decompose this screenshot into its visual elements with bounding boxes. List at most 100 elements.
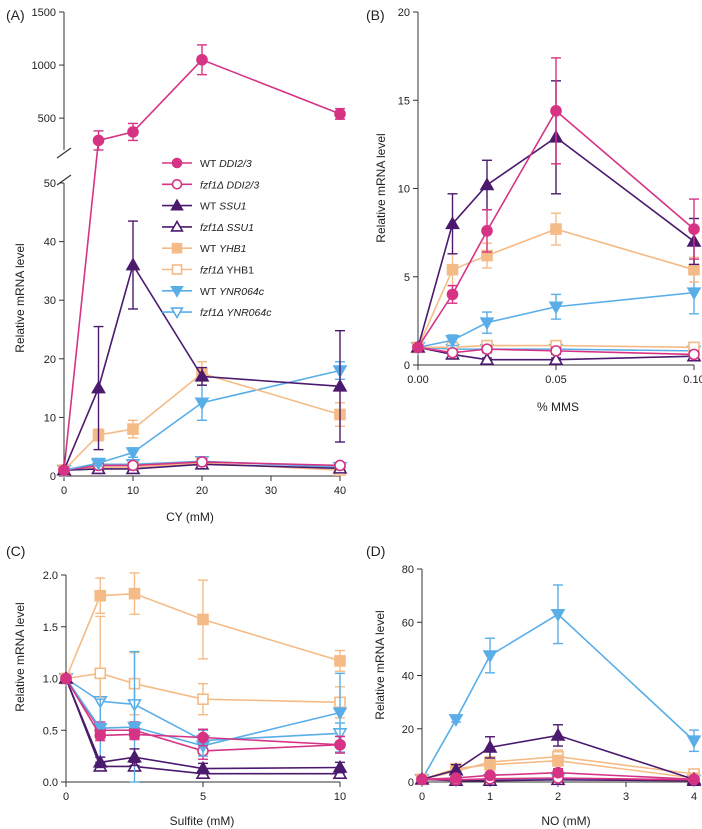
legend-item-wt_ssu: WT SSU1 <box>162 198 247 213</box>
data-point <box>550 608 566 622</box>
legend-strain: fzf1Δ <box>200 265 227 277</box>
data-point <box>91 380 106 394</box>
data-point <box>127 749 142 763</box>
series-wt_ddi <box>60 672 346 754</box>
data-point <box>416 773 428 786</box>
legend-gene: DDI2/3 <box>219 158 252 170</box>
legend-label: WT YNR064c <box>200 286 265 298</box>
y-tick-label: 20 <box>44 354 56 366</box>
data-point <box>60 672 72 685</box>
legend-strain: fzf1Δ <box>200 179 227 191</box>
y-tick-label: 0.0 <box>43 777 58 789</box>
data-point <box>550 223 562 235</box>
legend-label: fzf1Δ DDI2/3 <box>200 179 259 191</box>
legend-marker <box>171 157 183 169</box>
y-tick-label: 2.0 <box>43 570 58 582</box>
legend-marker <box>171 179 183 190</box>
series-wt_ynr <box>410 270 702 355</box>
data-point <box>479 352 495 366</box>
data-point <box>127 721 142 735</box>
axis-break-mark <box>56 147 72 159</box>
data-point <box>196 53 208 66</box>
series-wt_ddi <box>412 57 700 354</box>
data-point <box>552 754 564 767</box>
series-wt_yhb <box>412 212 700 354</box>
y-tick-label: 0 <box>408 777 414 789</box>
data-point <box>450 772 462 784</box>
data-point <box>548 352 564 366</box>
data-point <box>688 263 700 276</box>
data-point <box>482 650 498 664</box>
legend-gene: SSU1 <box>219 201 246 213</box>
data-point <box>94 667 107 680</box>
data-point <box>58 464 70 476</box>
data-point <box>446 263 459 276</box>
data-point <box>197 693 209 706</box>
x-tick-label: 0 <box>61 485 67 497</box>
data-point <box>94 729 107 742</box>
series-ko_ddi <box>412 341 700 361</box>
legend-marker <box>170 307 184 320</box>
data-point <box>334 738 346 751</box>
panel-a-xlabel: CY (mM) <box>166 510 214 524</box>
data-point <box>127 126 139 138</box>
data-point <box>412 341 424 354</box>
y-tick-label: 5 <box>404 272 410 284</box>
legend-strain: WT <box>200 201 219 213</box>
data-point <box>334 655 346 667</box>
series-line <box>417 228 695 348</box>
legend-item-ko_ynr: fzf1Δ YNR064c <box>162 307 272 320</box>
y-tick-label: 40 <box>44 237 56 249</box>
legend-item-wt_ddi: WT DDI2/3 <box>162 157 252 170</box>
legend-label: fzf1Δ YHB1 <box>200 265 254 277</box>
data-point <box>127 459 139 472</box>
data-point <box>482 739 498 753</box>
panel-b: 0.00 0.05 0.10 0 5 10 15 20 <box>398 7 702 386</box>
legend-strain: WT <box>200 286 219 298</box>
data-point <box>446 346 459 359</box>
x-tick-label: 10 <box>334 791 346 803</box>
data-point <box>484 758 496 771</box>
y-tick-label: 0.5 <box>43 725 58 737</box>
legend-marker <box>171 264 183 275</box>
x-tick-label: 0.05 <box>545 374 566 386</box>
legend-strain: fzf1Δ <box>200 307 227 319</box>
legend-item-ko_ddi: fzf1Δ DDI2/3 <box>162 179 259 191</box>
data-point <box>194 368 210 382</box>
panel-label-c: (C) <box>6 543 25 559</box>
panel-c-ylabel: Relative mRNA level <box>13 602 27 711</box>
data-point <box>484 769 496 782</box>
data-point <box>445 334 460 348</box>
y-tick-label: 60 <box>402 617 414 629</box>
x-tick-label: 40 <box>334 485 346 497</box>
y-tick-label: 10 <box>44 412 56 424</box>
legend-gene: YNR064c <box>227 307 273 319</box>
panel-a-ylabel: Relative mRNA level <box>13 243 27 352</box>
legend-item-wt_ynr: WT YNR064c <box>162 286 265 298</box>
x-tick-label: 0 <box>63 791 69 803</box>
y-tick-label: 1000 <box>32 60 56 72</box>
x-tick-label: 4 <box>691 791 697 803</box>
y-tick-label: 40 <box>402 671 414 683</box>
x-tick-label: 20 <box>196 485 208 497</box>
y-tick-label: 1.5 <box>43 622 58 634</box>
legend-item-wt_yhb: WT YHB1 <box>162 242 247 255</box>
data-point <box>128 587 141 600</box>
panel-d-xlabel: NO (mM) <box>541 814 590 828</box>
panel-a: 0 10 20 30 40 0 10 20 30 40 50 500 1000 1500 <box>32 7 348 497</box>
series-wt_ddi <box>58 44 346 476</box>
data-point <box>688 223 700 235</box>
x-tick-label: 0 <box>419 791 425 803</box>
data-point <box>92 134 105 147</box>
legend-gene: YHB1 <box>227 265 255 277</box>
y-tick-label: 500 <box>38 113 56 125</box>
panel-label-a: (A) <box>6 7 25 23</box>
legend-label: fzf1Δ YNR064c <box>200 307 272 319</box>
y-tick-label: 10 <box>398 184 410 196</box>
data-point <box>334 108 346 120</box>
data-point <box>548 301 564 315</box>
y-tick-label: 20 <box>402 724 414 736</box>
y-tick-label: 80 <box>402 564 414 576</box>
